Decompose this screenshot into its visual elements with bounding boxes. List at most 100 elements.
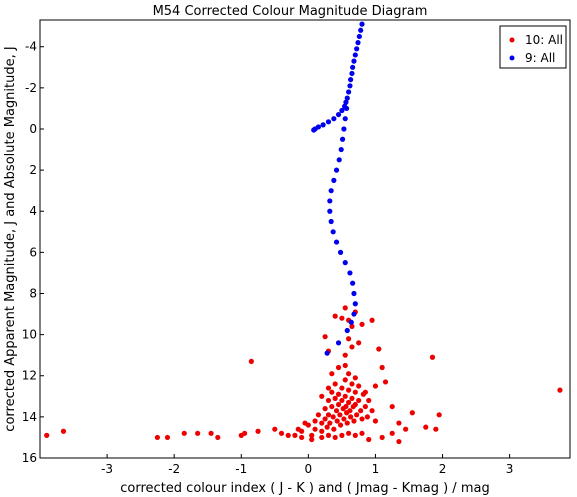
data-point-10-all [359, 430, 365, 436]
x-tick-label: -2 [168, 462, 180, 476]
data-point-10-all [339, 432, 345, 438]
data-point-10-all [329, 371, 335, 377]
data-point-10-all [44, 432, 50, 438]
data-point-9-all [351, 58, 357, 64]
data-point-9-all [342, 116, 348, 122]
data-point-10-all [379, 364, 385, 371]
legend: 10: All 9: All [499, 25, 567, 69]
data-point-10-all [312, 418, 318, 424]
data-point-10-all [342, 377, 348, 383]
data-point-10-all [403, 426, 409, 432]
data-point-10-all [329, 389, 335, 395]
data-point-9-all [333, 167, 340, 173]
data-point-9-all [349, 70, 355, 77]
data-point-9-all [359, 21, 365, 27]
data-point-9-all [351, 290, 357, 297]
data-point-10-all [331, 426, 337, 432]
data-point-9-all [350, 280, 356, 286]
y-tick-label: 8 [29, 286, 37, 300]
data-point-10-all [362, 389, 368, 395]
data-point-10-all [364, 414, 370, 420]
data-point-10-all [342, 352, 348, 358]
x-tick-label: 0 [305, 462, 313, 476]
data-point-10-all [396, 420, 402, 426]
data-point-10-all [349, 395, 355, 401]
data-point-10-all [319, 420, 325, 426]
x-tick-label: 1 [372, 462, 380, 476]
data-point-10-all [325, 385, 332, 391]
data-point-9-all [355, 40, 361, 46]
data-point-10-all [255, 428, 261, 434]
y-axis-label: corrected Apparent Magnitude, J and Abso… [3, 46, 18, 431]
data-point-10-all [348, 414, 354, 420]
data-point-9-all [339, 136, 346, 142]
data-point-10-all [346, 336, 352, 342]
data-point-10-all [347, 408, 353, 414]
data-point-9-all [352, 52, 358, 58]
data-point-9-all [327, 198, 333, 204]
data-point-10-all [359, 321, 365, 327]
data-point-10-all [339, 385, 345, 391]
data-point-10-all [285, 432, 291, 438]
data-point-10-all [369, 317, 375, 323]
data-point-10-all [335, 364, 342, 371]
data-point-10-all [389, 430, 395, 436]
data-point-10-all [349, 344, 355, 350]
chart-title: M54 Corrected Colour Magnitude Diagram [153, 4, 428, 19]
data-point-10-all [332, 434, 338, 441]
data-point-10-all [409, 410, 415, 416]
data-point-10-all [372, 418, 379, 424]
data-point-9-all [348, 77, 354, 83]
data-point-10-all [332, 381, 338, 387]
data-points [44, 21, 563, 445]
legend-label-10-all: 10: All [525, 33, 563, 47]
data-point-9-all [337, 249, 344, 255]
data-point-9-all [335, 111, 342, 118]
data-point-10-all [322, 334, 328, 340]
legend-label-9-all: 9: All [525, 51, 555, 65]
data-point-10-all [352, 389, 358, 395]
data-point-9-all [331, 116, 337, 122]
data-point-10-all [372, 383, 379, 389]
y-tick-label: 4 [29, 204, 37, 218]
data-point-10-all [354, 412, 360, 418]
data-point-10-all [309, 436, 315, 443]
data-point-10-all [312, 426, 318, 432]
data-point-9-all [343, 99, 349, 105]
data-point-10-all [278, 430, 285, 436]
data-point-10-all [366, 436, 372, 443]
data-point-10-all [382, 379, 389, 385]
data-point-10-all [433, 426, 439, 432]
data-point-10-all [330, 414, 336, 420]
data-point-10-all [319, 434, 325, 441]
data-point-10-all [359, 416, 365, 422]
y-tick-label: -4 [25, 40, 37, 54]
data-point-9-all [333, 239, 340, 245]
data-point-10-all [358, 408, 364, 414]
data-point-10-all [324, 424, 330, 430]
data-point-10-all [342, 362, 348, 369]
data-point-9-all [311, 127, 317, 133]
data-point-10-all [215, 434, 221, 441]
data-point-9-all [347, 83, 353, 89]
data-point-10-all [351, 418, 357, 424]
data-point-10-all [325, 412, 332, 418]
data-point-10-all [325, 432, 332, 438]
legend-marker-10-all [509, 37, 515, 43]
y-tick-label: 14 [22, 410, 37, 424]
data-point-9-all [344, 95, 350, 101]
y-tick-label: 2 [29, 163, 37, 177]
x-axis-label: corrected colour index ( J - K ) and ( J… [120, 481, 489, 496]
data-point-10-all [337, 412, 343, 418]
data-point-9-all [356, 33, 362, 40]
data-point-10-all [337, 422, 344, 428]
data-point-10-all [376, 346, 382, 352]
data-point-9-all [328, 188, 334, 194]
data-point-9-all [351, 311, 357, 317]
data-point-9-all [324, 350, 330, 356]
data-point-10-all [305, 422, 311, 428]
legend-box [499, 25, 567, 69]
data-point-10-all [299, 428, 305, 434]
data-point-10-all [154, 434, 161, 441]
